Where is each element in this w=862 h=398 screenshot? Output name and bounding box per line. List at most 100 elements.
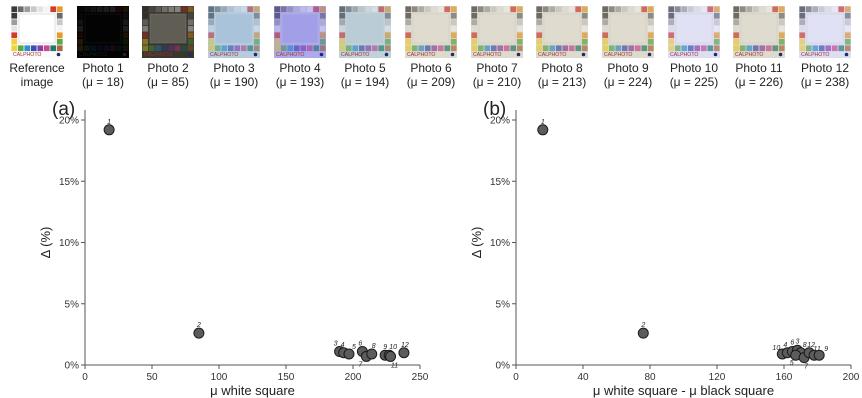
thumbnail-brand-label: CALPHOTO <box>144 52 172 58</box>
color-chart-thumbnail: CALPHOTO <box>77 6 129 58</box>
thumbnail-strip: CALPHOTO Reference image CALPHOTO Photo 1 (μ … <box>0 0 862 95</box>
data-point-label: 12 <box>401 342 409 349</box>
color-chart-thumbnail: CALPHOTO <box>142 6 194 58</box>
thumbnail-reference: CALPHOTO Reference image <box>4 6 70 89</box>
thumbnail-photo-12: CALPHOTO Photo 12 (μ = 238) <box>792 6 858 89</box>
thumbnail-sublabel: (μ = 210) <box>472 75 522 89</box>
thumbnail-brand-label: CALPHOTO <box>13 52 41 58</box>
thumbnail-label: Photo 2 <box>147 61 189 75</box>
data-point <box>103 124 115 136</box>
thumbnail-photo-1: CALPHOTO Photo 1 (μ = 18) <box>70 6 136 89</box>
thumbnail-sublabel: (μ = 226) <box>734 75 784 89</box>
thumbnail-label: Photo 8 <box>541 61 583 75</box>
data-point <box>343 348 355 360</box>
data-point <box>813 349 825 361</box>
y-tick-label: 5% <box>496 299 511 310</box>
data-point-label: 12 <box>807 342 815 349</box>
x-tick-label: 0 <box>82 372 88 383</box>
data-point-label: 3 <box>795 338 799 345</box>
thumbnail-brand-label: CALPHOTO <box>604 52 632 58</box>
data-point-label: 7 <box>804 364 809 371</box>
thumbnail-label: Photo 3 <box>213 61 255 75</box>
thumbnail-photo-5: CALPHOTO Photo 5 (μ = 194) <box>332 6 398 89</box>
thumbnail-photo-10: CALPHOTO Photo 10 (μ = 225) <box>661 6 727 89</box>
thumbnail-label: Photo 4 <box>279 61 321 75</box>
thumbnail-photo-2: CALPHOTO Photo 2 (μ = 85) <box>135 6 201 89</box>
y-axis-title: Δ (%) <box>469 227 484 259</box>
thumbnail-brand-label: CALPHOTO <box>210 52 238 58</box>
thumbnail-label: Photo 5 <box>344 61 386 75</box>
thumbnail-brand-label: CALPHOTO <box>670 52 698 58</box>
thumbnail-sublabel: (μ = 238) <box>800 75 850 89</box>
y-tick-label: 0% <box>496 361 511 372</box>
thumbnail-photo-8: CALPHOTO Photo 8 (μ = 213) <box>529 6 595 89</box>
color-chart-thumbnail: CALPHOTO <box>536 6 588 58</box>
data-point-label: 4 <box>783 342 787 349</box>
data-point <box>193 327 205 339</box>
y-axis-title: Δ (%) <box>38 227 53 259</box>
data-point-label: 1 <box>541 119 545 126</box>
thumbnail-sublabel: image <box>20 75 54 89</box>
data-point-label: 6 <box>358 341 362 348</box>
x-tick-label: 0 <box>513 372 519 383</box>
thumbnail-sublabel: (μ = 193) <box>275 75 325 89</box>
thumbnail-sublabel: (μ = 213) <box>537 75 587 89</box>
x-tick-label: 40 <box>577 372 589 383</box>
data-point <box>398 347 410 359</box>
data-point <box>637 327 649 339</box>
thumbnail-label: Photo 11 <box>735 61 783 75</box>
data-point-label: 8 <box>372 343 376 350</box>
thumbnail-label: Photo 10 <box>669 61 719 75</box>
color-chart-thumbnail: CALPHOTO <box>733 6 785 58</box>
thumbnail-label: Photo 6 <box>410 61 452 75</box>
data-point-label: 11 <box>814 346 821 353</box>
color-chart-thumbnail: CALPHOTO <box>11 6 63 58</box>
data-point-label: 2 <box>640 322 645 329</box>
x-tick-label: 250 <box>412 372 429 383</box>
data-point-label: 2 <box>196 322 201 329</box>
data-point <box>366 348 378 360</box>
y-tick-label: 15% <box>59 177 79 188</box>
data-point-label: 4 <box>341 342 345 349</box>
y-tick-label: 10% <box>59 238 79 249</box>
thumbnail-label: Photo 1 <box>82 61 124 75</box>
thumbnail-brand-label: CALPHOTO <box>79 52 107 58</box>
data-point-label: 10 <box>389 344 397 351</box>
data-point-label: 3 <box>334 341 338 348</box>
data-point <box>537 124 549 136</box>
data-point-label: 10 <box>772 345 780 352</box>
thumbnail-sublabel: (μ = 85) <box>147 75 189 89</box>
color-chart-thumbnail: CALPHOTO <box>274 6 326 58</box>
x-tick-label: 200 <box>843 372 860 383</box>
x-tick-label: 100 <box>211 372 228 383</box>
x-tick-label: 120 <box>709 372 726 383</box>
data-point-label: 5 <box>352 344 356 351</box>
data-point <box>385 350 397 362</box>
thumbnail-sublabel: (μ = 224) <box>603 75 653 89</box>
thumbnail-brand-label: CALPHOTO <box>735 52 763 58</box>
color-chart-thumbnail: CALPHOTO <box>668 6 720 58</box>
thumbnail-label: Photo 12 <box>800 61 850 75</box>
y-tick-label: 20% <box>490 116 510 127</box>
thumbnail-sublabel: (μ = 194) <box>340 75 390 89</box>
thumbnail-label: Reference <box>9 61 65 75</box>
thumbnail-photo-3: CALPHOTO Photo 3 (μ = 190) <box>201 6 267 89</box>
x-tick-label: 160 <box>776 372 793 383</box>
data-point-label: 1 <box>107 119 111 126</box>
thumbnail-brand-label: CALPHOTO <box>341 52 369 58</box>
thumbnail-sublabel: (μ = 225) <box>669 75 719 89</box>
data-point-label: 9 <box>824 346 828 353</box>
thumbnail-label: Photo 7 <box>476 61 518 75</box>
color-chart-thumbnail: CALPHOTO <box>208 6 260 58</box>
y-tick-label: 20% <box>59 116 79 127</box>
thumbnail-photo-4: CALPHOTO Photo 4 (μ = 193) <box>267 6 333 89</box>
x-tick-label: 150 <box>278 372 295 383</box>
data-point-label: 7 <box>358 361 363 368</box>
thumbnail-photo-11: CALPHOTO Photo 11 (μ = 226) <box>726 6 792 89</box>
y-tick-label: 10% <box>490 238 510 249</box>
thumbnail-sublabel: (μ = 209) <box>406 75 456 89</box>
y-tick-label: 0% <box>65 361 80 372</box>
color-chart-thumbnail: CALPHOTO <box>799 6 851 58</box>
color-chart-thumbnail: CALPHOTO <box>405 6 457 58</box>
color-chart-thumbnail: CALPHOTO <box>471 6 523 58</box>
